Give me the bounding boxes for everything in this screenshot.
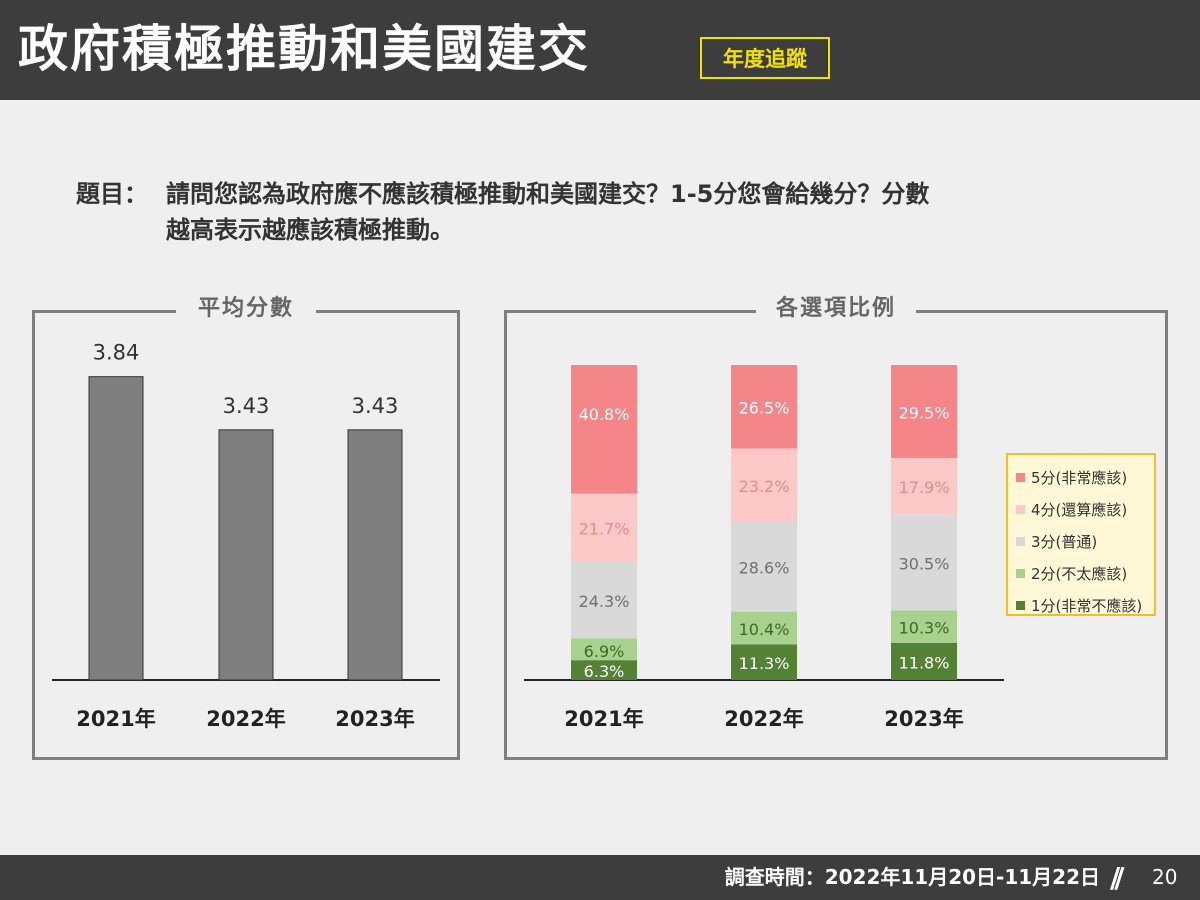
legend-item: 2分(不太應該) [1016, 557, 1154, 589]
stack-segment-label: 10.4% [739, 620, 790, 639]
stack-category-label: 2022年 [724, 707, 803, 731]
tracking-badge: 年度追蹤 [700, 37, 830, 79]
stack-segment [731, 611, 797, 645]
stack-segment-label: 24.3% [579, 592, 630, 611]
legend-item: 3分(普通) [1016, 525, 1154, 557]
stack-segment [891, 642, 957, 680]
avg-category-label: 2022年 [206, 707, 285, 731]
page-title: 政府積極推動和美國建交 [18, 20, 590, 78]
stack-segment-label: 26.5% [739, 399, 790, 418]
stack-segment-label: 11.8% [899, 653, 950, 672]
avg-bar [347, 429, 403, 681]
stack-segment [891, 610, 957, 643]
question-line-2: 越高表示越應該積極推動。 [166, 216, 454, 244]
legend-label: 2分(不太應該) [1031, 564, 1128, 583]
stack-segment [891, 365, 957, 458]
question-line-1: 請問您認為政府應不應該積極推動和美國建交？1-5分您會給幾分？分數 [166, 180, 930, 208]
legend-item: 4分(還算應該) [1016, 493, 1154, 525]
stack-segment-label: 30.5% [899, 554, 950, 573]
stack-segment [571, 365, 637, 494]
stack-segment-label: 11.3% [739, 654, 790, 673]
avg-bar-label: 3.43 [352, 394, 399, 418]
average-score-title: 平均分數 [176, 292, 316, 326]
stack-segment [891, 457, 957, 515]
footer-bar: 調查時間：2022年11月20日-11月22日 // 20 [0, 855, 1200, 900]
option-ratio-title: 各選項比例 [756, 292, 916, 326]
stack-segment [571, 493, 637, 562]
legend-swatch [1016, 600, 1025, 610]
stack-segment [571, 561, 637, 639]
stack-segment-label: 21.7% [579, 520, 630, 539]
stack-segment [571, 660, 637, 680]
header-bar: 政府積極推動和美國建交 年度追蹤 [0, 0, 1200, 100]
legend-swatch [1016, 504, 1025, 514]
avg-bar [218, 429, 274, 681]
stack-segment-label: 29.5% [899, 403, 950, 422]
stack-segment [571, 638, 637, 661]
stack-segment-label: 17.9% [899, 478, 950, 497]
stack-segment-label: 10.3% [899, 619, 950, 638]
legend-swatch [1016, 472, 1025, 482]
avg-bar-label: 3.84 [93, 341, 140, 365]
legend-item: 1分(非常不應該) [1016, 589, 1154, 621]
stack-segment [731, 365, 797, 449]
legend-label: 1分(非常不應該) [1031, 596, 1143, 615]
legend-label: 4分(還算應該) [1031, 500, 1128, 519]
option-ratio-legend: 5分(非常應該) 4分(還算應該) 3分(普通) 2分(不太應該) 1分(非常不應該) [1006, 453, 1156, 616]
stack-segment [731, 521, 797, 612]
stack-segment-label: 28.6% [739, 559, 790, 578]
avg-category-label: 2021年 [76, 707, 155, 731]
stack-segment-label: 40.8% [579, 405, 630, 424]
legend-item: 5分(非常應該) [1016, 461, 1154, 493]
avg-category-label: 2023年 [335, 707, 414, 731]
avg-bar-label: 3.43 [223, 394, 270, 418]
stack-category-label: 2023年 [884, 707, 963, 731]
avg-bar [88, 376, 144, 681]
legend-label: 3分(普通) [1031, 532, 1098, 551]
stack-category-label: 2021年 [564, 707, 643, 731]
question-label: 題目： [76, 180, 148, 208]
stack-segment-label: 6.3% [584, 662, 625, 681]
stack-segment-label: 23.2% [739, 477, 790, 496]
legend-swatch [1016, 536, 1025, 546]
page-number: 20 [1152, 865, 1178, 889]
stack-segment [891, 514, 957, 611]
footer-divider: // [1110, 861, 1125, 894]
survey-time: 調查時間：2022年11月20日-11月22日 [724, 865, 1100, 889]
legend-label: 5分(非常應該) [1031, 468, 1128, 487]
legend-swatch [1016, 568, 1025, 578]
stack-segment [731, 644, 797, 680]
stack-segment [731, 448, 797, 522]
stack-segment-label: 6.9% [584, 642, 625, 661]
